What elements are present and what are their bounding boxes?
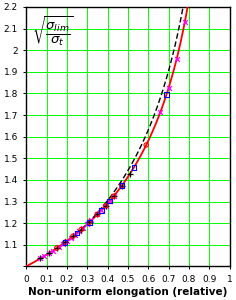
Point bbox=[100, 208, 103, 213]
Point bbox=[120, 183, 124, 188]
Point bbox=[75, 231, 79, 236]
Point bbox=[47, 251, 51, 256]
Point bbox=[87, 220, 91, 225]
Point bbox=[112, 194, 116, 199]
Point bbox=[71, 234, 75, 239]
Point bbox=[159, 110, 162, 114]
Point bbox=[65, 238, 69, 243]
Point bbox=[69, 236, 73, 240]
Point bbox=[112, 194, 116, 199]
Point bbox=[183, 19, 187, 24]
Point bbox=[77, 229, 81, 234]
Point bbox=[38, 256, 42, 261]
Point bbox=[96, 212, 99, 217]
Point bbox=[47, 251, 51, 256]
Point bbox=[55, 246, 59, 250]
Point bbox=[108, 199, 111, 203]
Point bbox=[87, 220, 91, 225]
Point bbox=[104, 203, 107, 208]
X-axis label: Non-uniform elongation (relative): Non-uniform elongation (relative) bbox=[28, 286, 228, 296]
Point bbox=[71, 234, 75, 239]
Point bbox=[120, 183, 124, 188]
Point bbox=[128, 171, 132, 176]
Point bbox=[63, 240, 67, 245]
Point bbox=[61, 242, 65, 246]
Point bbox=[79, 227, 83, 232]
Point bbox=[100, 208, 103, 213]
Point bbox=[43, 254, 46, 258]
Point bbox=[57, 244, 61, 249]
Point bbox=[79, 227, 83, 232]
Point bbox=[104, 203, 107, 208]
Point bbox=[38, 256, 42, 261]
Point bbox=[167, 85, 170, 90]
Point bbox=[63, 240, 67, 245]
Point bbox=[175, 56, 179, 61]
Point bbox=[132, 165, 136, 170]
Text: $\sqrt{\dfrac{\sigma_{lim}}{\sigma_t}}$: $\sqrt{\dfrac{\sigma_{lim}}{\sigma_t}}$ bbox=[32, 15, 74, 48]
Point bbox=[85, 222, 89, 226]
Point bbox=[104, 203, 107, 208]
Point bbox=[51, 248, 55, 253]
Point bbox=[120, 183, 124, 188]
Point bbox=[55, 246, 59, 250]
Point bbox=[73, 232, 77, 237]
Point bbox=[165, 92, 169, 97]
Point bbox=[112, 194, 116, 199]
Point bbox=[89, 218, 93, 223]
Point bbox=[63, 240, 67, 245]
Point bbox=[108, 199, 111, 203]
Point bbox=[87, 220, 91, 225]
Point bbox=[144, 142, 148, 147]
Point bbox=[96, 212, 99, 217]
Point bbox=[96, 212, 99, 217]
Point bbox=[81, 225, 85, 230]
